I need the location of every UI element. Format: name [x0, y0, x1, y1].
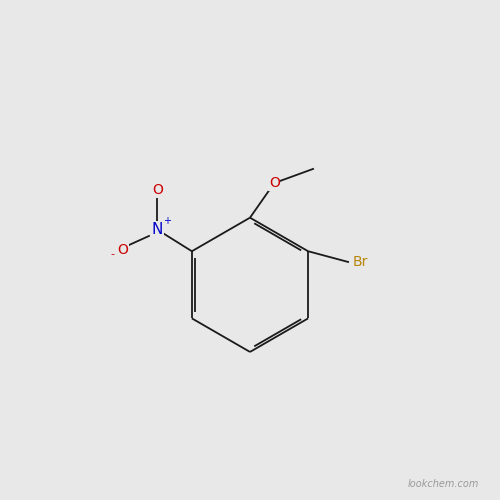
Text: N: N [152, 222, 163, 237]
Text: Br: Br [352, 255, 368, 269]
Text: O: O [269, 176, 280, 190]
Text: O: O [152, 183, 162, 197]
Text: lookchem.com: lookchem.com [408, 478, 478, 488]
Text: O: O [118, 242, 128, 256]
Text: +: + [163, 216, 171, 226]
Text: -: - [111, 250, 115, 260]
